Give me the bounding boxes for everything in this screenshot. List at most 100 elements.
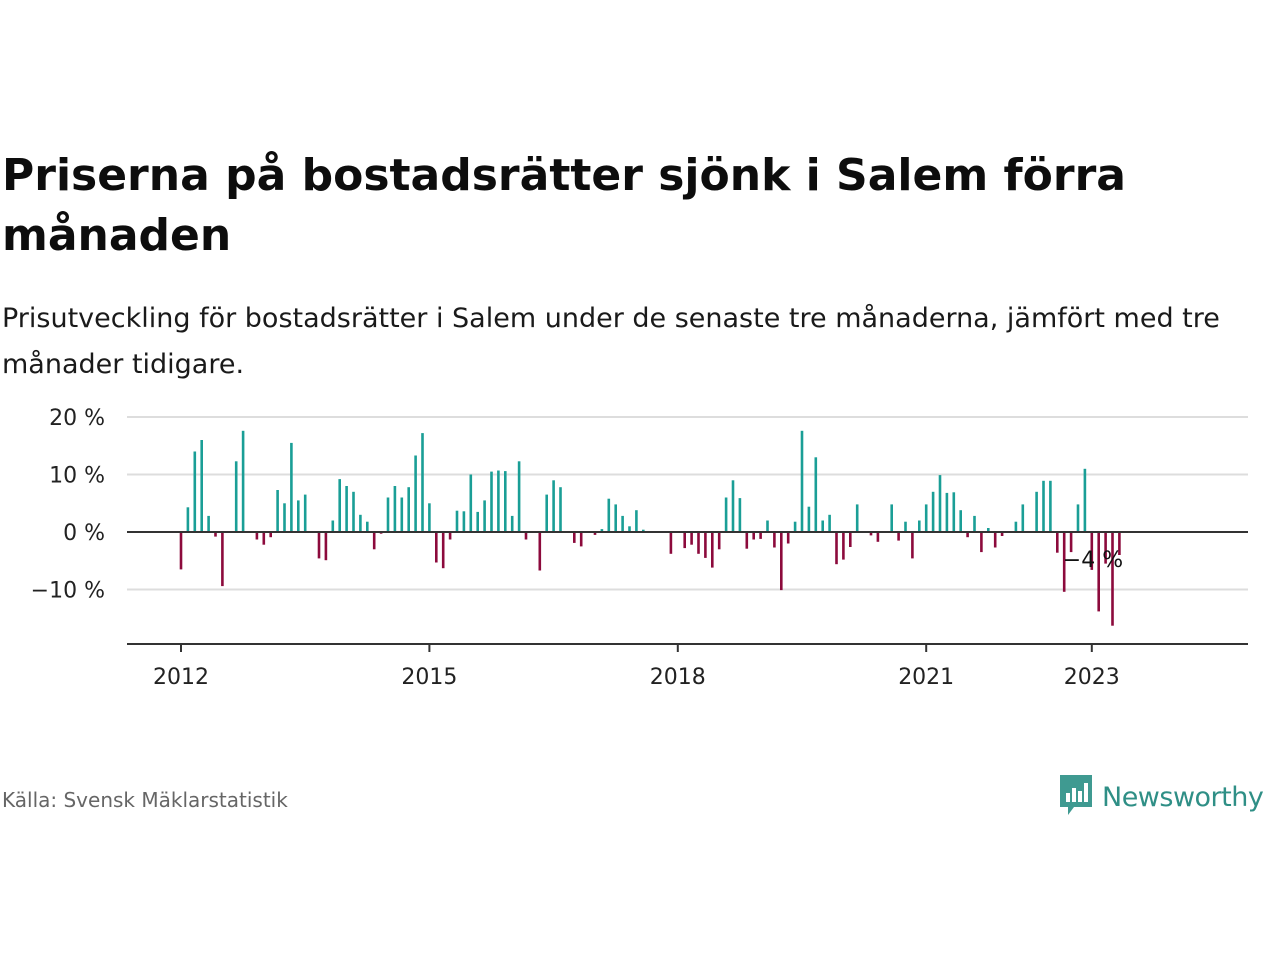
bar bbox=[573, 532, 576, 543]
bar bbox=[952, 492, 956, 532]
value-annotation: −4 % bbox=[1063, 548, 1123, 573]
bar bbox=[517, 461, 521, 532]
bar bbox=[221, 532, 224, 587]
bar bbox=[1111, 532, 1114, 626]
bar bbox=[890, 504, 893, 532]
bar bbox=[1090, 532, 1094, 570]
bar bbox=[303, 494, 307, 532]
bar bbox=[628, 526, 631, 533]
bar bbox=[911, 532, 914, 559]
bar bbox=[1097, 532, 1100, 612]
bar bbox=[1021, 504, 1025, 532]
bar bbox=[1118, 532, 1121, 555]
bar bbox=[276, 490, 279, 532]
bar bbox=[435, 532, 438, 563]
bar bbox=[359, 514, 362, 533]
bar bbox=[945, 492, 949, 532]
bar bbox=[366, 521, 369, 532]
brand-logo[interactable]: Newsworthy bbox=[1058, 773, 1264, 821]
bar bbox=[448, 532, 452, 540]
bar bbox=[462, 511, 466, 532]
bar bbox=[793, 521, 797, 532]
bar bbox=[959, 510, 962, 532]
x-tick-label: 2018 bbox=[650, 665, 706, 690]
bar bbox=[697, 532, 700, 554]
bar bbox=[635, 510, 638, 532]
bar bbox=[538, 532, 542, 571]
bar bbox=[828, 514, 831, 533]
x-tick-label: 2012 bbox=[153, 665, 209, 690]
bar bbox=[1069, 532, 1073, 553]
bar bbox=[421, 433, 424, 532]
bar bbox=[214, 532, 217, 537]
bar bbox=[1083, 468, 1087, 533]
y-tick-label: 10 % bbox=[49, 464, 105, 489]
bar bbox=[317, 532, 321, 559]
x-tick-label: 2023 bbox=[1064, 665, 1120, 690]
bar bbox=[993, 532, 997, 548]
axis-labels: 20 % 10 % 0 % −10 % 2012 2015 2018 2021 2023 −4 % bbox=[31, 406, 1123, 690]
source-note: Källa: Svensk Mäklarstatistik bbox=[2, 788, 288, 812]
bar bbox=[807, 506, 811, 532]
bar bbox=[642, 529, 645, 532]
bar bbox=[407, 487, 410, 533]
bar bbox=[386, 497, 390, 532]
bar bbox=[786, 532, 790, 544]
x-tick-label: 2015 bbox=[401, 665, 457, 690]
bar bbox=[724, 497, 728, 532]
bar bbox=[400, 497, 404, 532]
bar bbox=[980, 532, 983, 553]
bar bbox=[193, 451, 197, 532]
bar bbox=[821, 520, 824, 532]
bar bbox=[241, 430, 245, 532]
bar bbox=[621, 515, 624, 532]
bar bbox=[614, 504, 617, 532]
bar bbox=[331, 520, 335, 532]
axes bbox=[127, 531, 1248, 652]
bar bbox=[1035, 491, 1038, 533]
bar bbox=[690, 532, 693, 545]
bar-chart-speech-bubble-icon bbox=[1058, 773, 1094, 821]
bar bbox=[552, 480, 555, 533]
bar bbox=[441, 532, 445, 569]
bar bbox=[800, 430, 804, 532]
bar bbox=[186, 507, 190, 532]
bar bbox=[780, 532, 783, 591]
bar bbox=[510, 515, 514, 532]
bar bbox=[324, 532, 328, 561]
bar bbox=[283, 503, 286, 533]
bar bbox=[455, 510, 459, 532]
bar bbox=[683, 532, 686, 549]
bar bbox=[987, 528, 990, 532]
bar bbox=[372, 532, 376, 550]
bar bbox=[938, 475, 942, 532]
chart-subtitle: Prisutveckling för bostadsrätter i Salem… bbox=[2, 303, 1220, 380]
bar bbox=[497, 470, 500, 532]
bar bbox=[469, 474, 473, 532]
y-tick-label: 20 % bbox=[49, 406, 105, 431]
bar bbox=[200, 440, 203, 532]
bar bbox=[262, 532, 266, 545]
y-tick-label: −10 % bbox=[31, 579, 105, 604]
bar bbox=[338, 479, 341, 532]
bar bbox=[255, 532, 259, 540]
bar bbox=[966, 532, 969, 538]
bar bbox=[1104, 532, 1107, 564]
chart-title: Priserna på bostadsrätter sjönk i Salem … bbox=[2, 150, 1126, 261]
bar bbox=[931, 491, 935, 533]
bar bbox=[579, 532, 583, 547]
bar bbox=[904, 521, 907, 532]
bar bbox=[476, 511, 479, 532]
bar bbox=[759, 532, 762, 539]
bar bbox=[179, 532, 183, 570]
bar bbox=[731, 480, 735, 533]
y-tick-label: 0 % bbox=[63, 521, 105, 546]
bar bbox=[1076, 504, 1080, 532]
bar bbox=[428, 503, 431, 533]
bar bbox=[711, 532, 714, 568]
bar bbox=[855, 504, 859, 532]
bar bbox=[504, 471, 507, 532]
bar bbox=[897, 532, 900, 541]
bar bbox=[924, 504, 928, 532]
bar bbox=[1056, 532, 1059, 553]
